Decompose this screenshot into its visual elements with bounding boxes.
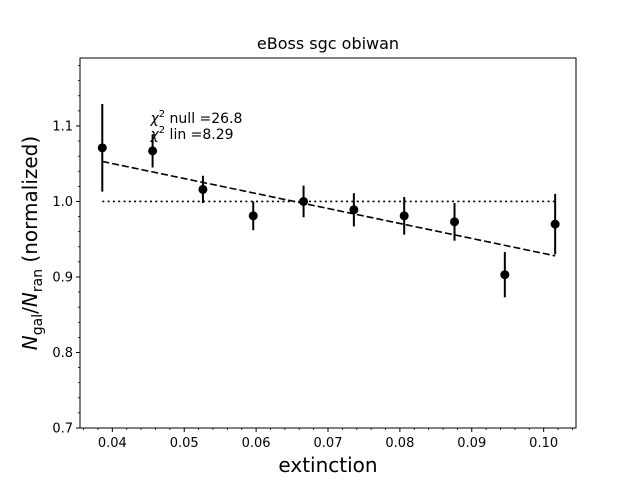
data-point — [450, 217, 460, 227]
x-axis-ticks: 0.04 0.05 0.06 0.07 0.08 0.09 0.10 — [83, 428, 573, 451]
data-point — [148, 146, 158, 156]
chi-square-annotation: χ2 lin =8.29 — [149, 125, 233, 143]
x-tick-label: 0.04 — [98, 436, 127, 451]
chi-square-annotations: χ2 null =26.8χ2 lin =8.29 — [149, 109, 242, 143]
data-point — [550, 219, 560, 229]
y-tick-label: 0.9 — [52, 270, 73, 285]
linear-fit-line — [102, 160, 556, 257]
y-tick-label: 1.0 — [52, 195, 73, 210]
x-tick-label: 0.10 — [529, 436, 558, 451]
y-tick-label: 1.1 — [52, 119, 73, 134]
y-axis-ticks: 0.7 0.8 0.9 1.0 1.1 — [52, 65, 80, 437]
chart-title: eBoss sgc obiwan — [257, 34, 399, 53]
fit-lines — [102, 160, 556, 257]
data-points — [97, 143, 560, 280]
data-point — [349, 205, 359, 215]
x-tick-label: 0.07 — [314, 436, 343, 451]
x-tick-label: 0.08 — [385, 436, 414, 451]
data-point — [500, 270, 510, 280]
data-point — [97, 143, 107, 153]
chi-square-annotation: χ2 null =26.8 — [149, 109, 242, 127]
x-tick-label: 0.06 — [242, 436, 271, 451]
data-point — [198, 184, 208, 194]
data-point — [399, 211, 409, 221]
x-axis-label: extinction — [278, 453, 377, 477]
x-tick-label: 0.09 — [457, 436, 486, 451]
y-tick-label: 0.8 — [52, 346, 73, 361]
y-axis-label: Ngal/Nran (normalized) — [18, 136, 46, 350]
data-point — [299, 196, 309, 206]
x-tick-label: 0.05 — [170, 436, 199, 451]
y-tick-label: 0.7 — [52, 422, 73, 437]
data-point — [248, 211, 258, 221]
